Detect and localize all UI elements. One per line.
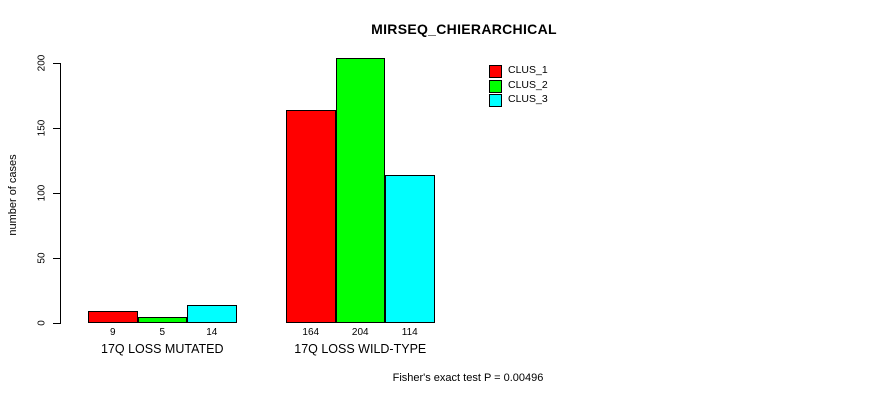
bar-value-label: 204 — [351, 327, 369, 338]
legend-swatch-clus_3 — [489, 94, 502, 107]
chart-title: MIRSEQ_CHIERARCHICAL — [371, 21, 557, 37]
legend-label: CLUS_1 — [508, 64, 548, 76]
y-tick-mark — [53, 258, 61, 259]
legend-label: CLUS_2 — [508, 78, 548, 91]
bar-clus_3-group2 — [385, 174, 435, 323]
bar-clus_3-group1 — [187, 304, 237, 323]
y-tick-label-text: 50 — [36, 252, 48, 264]
y-tick-mark — [53, 193, 61, 194]
legend-swatch-clus_1 — [489, 65, 502, 78]
bar-clus_2-group2 — [335, 57, 385, 323]
bar-clus_1-group2 — [286, 109, 336, 323]
y-tick-mark — [53, 63, 61, 64]
bar-value-label: 9 — [109, 327, 116, 338]
y-tick-label-text: 200 — [36, 54, 48, 72]
y-tick-mark — [53, 323, 61, 324]
legend-swatch-clus_2 — [489, 79, 502, 93]
bar-clus_1-group1 — [88, 311, 138, 323]
legend-label: CLUS_3 — [508, 93, 548, 105]
y-tick-label-text: 150 — [36, 119, 48, 137]
x-category-label: 17Q LOSS MUTATED — [101, 342, 224, 356]
x-category-label: 17Q LOSS WILD-TYPE — [294, 342, 427, 356]
footer-stat-text: Fisher's exact test P = 0.00496 — [392, 372, 544, 384]
bar-value-label: 114 — [401, 327, 418, 338]
y-tick-mark — [53, 128, 61, 129]
bar-value-label: 5 — [159, 327, 166, 338]
bar-value-label: 14 — [206, 327, 218, 338]
y-axis-title-text: number of cases — [7, 154, 19, 236]
bar-value-label: 164 — [302, 327, 320, 338]
y-tick-label-text: 0 — [36, 320, 48, 326]
y-tick-label-text: 100 — [36, 184, 48, 202]
bar-clus_2-group1 — [137, 316, 187, 323]
